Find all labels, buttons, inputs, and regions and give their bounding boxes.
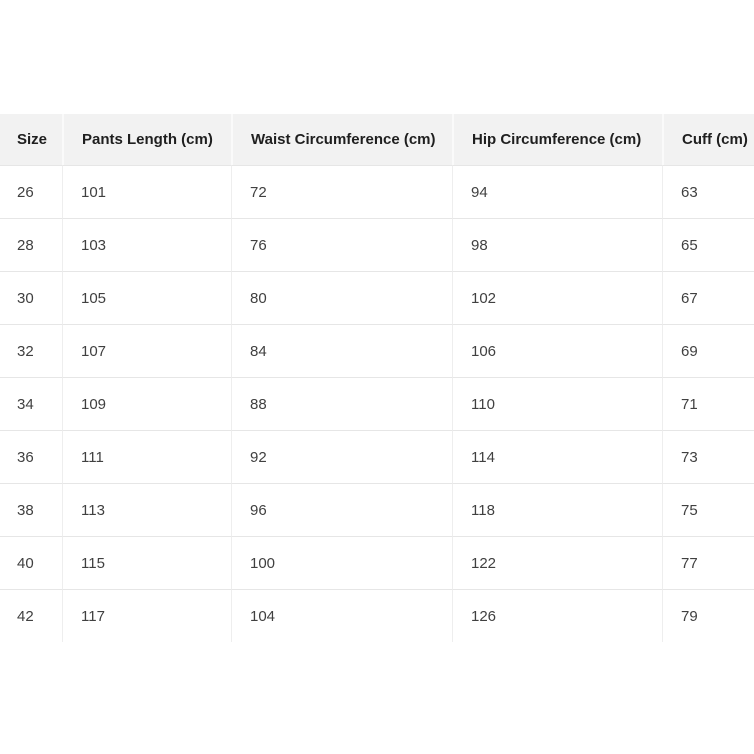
cell-cuff: 77 [662, 536, 754, 589]
cell-pants-length: 103 [62, 218, 231, 271]
cell-waist-circumference: 96 [231, 483, 452, 536]
cell-cuff: 69 [662, 324, 754, 377]
column-header-pants-length: Pants Length (cm) [62, 114, 231, 165]
cell-size: 38 [0, 483, 62, 536]
table-row: 32 107 84 106 69 [0, 324, 754, 377]
cell-hip-circumference: 106 [452, 324, 662, 377]
cell-size: 36 [0, 430, 62, 483]
cell-waist-circumference: 92 [231, 430, 452, 483]
cell-hip-circumference: 126 [452, 589, 662, 642]
cell-waist-circumference: 104 [231, 589, 452, 642]
cell-cuff: 75 [662, 483, 754, 536]
cell-cuff: 63 [662, 165, 754, 218]
cell-size: 34 [0, 377, 62, 430]
cell-hip-circumference: 122 [452, 536, 662, 589]
table-row: 34 109 88 110 71 [0, 377, 754, 430]
cell-cuff: 67 [662, 271, 754, 324]
cell-waist-circumference: 88 [231, 377, 452, 430]
cell-waist-circumference: 72 [231, 165, 452, 218]
column-header-hip-circumference: Hip Circumference (cm) [452, 114, 662, 165]
table-row: 26 101 72 94 63 [0, 165, 754, 218]
cell-size: 42 [0, 589, 62, 642]
table-row: 36 111 92 114 73 [0, 430, 754, 483]
cell-hip-circumference: 102 [452, 271, 662, 324]
cell-size: 26 [0, 165, 62, 218]
cell-hip-circumference: 110 [452, 377, 662, 430]
column-header-cuff: Cuff (cm) [662, 114, 754, 165]
cell-pants-length: 105 [62, 271, 231, 324]
cell-size: 30 [0, 271, 62, 324]
cell-pants-length: 115 [62, 536, 231, 589]
table-header: Size Pants Length (cm) Waist Circumferen… [0, 114, 754, 165]
table-body: 26 101 72 94 63 28 103 76 98 65 30 105 80 102 67 32 107 8… [0, 165, 754, 642]
table-header-row: Size Pants Length (cm) Waist Circumferen… [0, 114, 754, 165]
cell-hip-circumference: 98 [452, 218, 662, 271]
cell-cuff: 65 [662, 218, 754, 271]
cell-pants-length: 101 [62, 165, 231, 218]
table-row: 38 113 96 118 75 [0, 483, 754, 536]
cell-hip-circumference: 114 [452, 430, 662, 483]
column-header-size: Size [0, 114, 62, 165]
cell-waist-circumference: 100 [231, 536, 452, 589]
column-header-waist-circumference: Waist Circumference (cm) [231, 114, 452, 165]
cell-size: 32 [0, 324, 62, 377]
cell-cuff: 71 [662, 377, 754, 430]
table-row: 42 117 104 126 79 [0, 589, 754, 642]
cell-hip-circumference: 118 [452, 483, 662, 536]
cell-pants-length: 113 [62, 483, 231, 536]
cell-pants-length: 109 [62, 377, 231, 430]
size-chart-viewport: Size Pants Length (cm) Waist Circumferen… [0, 114, 754, 642]
cell-size: 40 [0, 536, 62, 589]
cell-size: 28 [0, 218, 62, 271]
cell-waist-circumference: 84 [231, 324, 452, 377]
cell-pants-length: 107 [62, 324, 231, 377]
table-row: 30 105 80 102 67 [0, 271, 754, 324]
cell-waist-circumference: 76 [231, 218, 452, 271]
cell-hip-circumference: 94 [452, 165, 662, 218]
cell-cuff: 79 [662, 589, 754, 642]
table-row: 28 103 76 98 65 [0, 218, 754, 271]
table-row: 40 115 100 122 77 [0, 536, 754, 589]
cell-pants-length: 111 [62, 430, 231, 483]
cell-cuff: 73 [662, 430, 754, 483]
size-chart-table: Size Pants Length (cm) Waist Circumferen… [0, 114, 754, 642]
cell-pants-length: 117 [62, 589, 231, 642]
cell-waist-circumference: 80 [231, 271, 452, 324]
